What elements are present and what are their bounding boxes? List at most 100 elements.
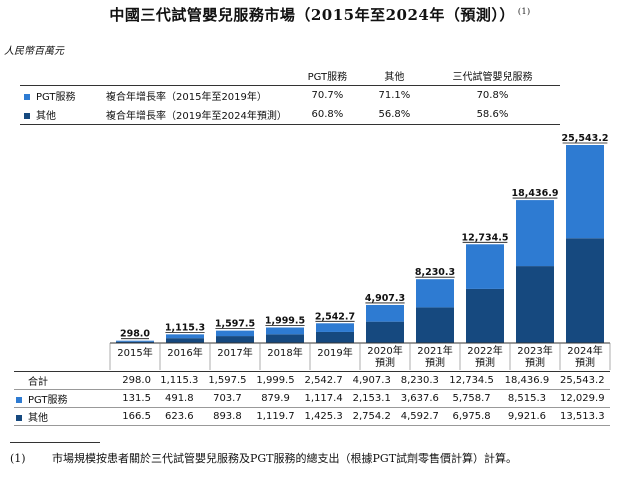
legend-item-pgt: PGT服務 xyxy=(20,86,102,106)
cagr-header-other: 其他 xyxy=(363,66,425,86)
legend-swatch-pgt xyxy=(24,94,30,100)
bar-segment-pgt xyxy=(216,330,254,337)
data-table: 合計 298.0 1,115.3 1,597.5 1,999.5 2,542.7 4,907… xyxy=(14,371,610,426)
x-tick-label: 2016年 xyxy=(167,346,202,359)
bar-total-label: 1,999.5 xyxy=(265,315,305,326)
table-cell: 12,029.9 xyxy=(554,389,610,408)
legend-item-other: 其他 xyxy=(20,105,102,125)
table-cell: 6,975.8 xyxy=(443,407,500,426)
bar-segment-other xyxy=(566,238,604,343)
legend-swatch-pgt xyxy=(16,397,22,403)
bar-segment-other xyxy=(266,334,304,343)
table-cell: 1,117.4 xyxy=(299,389,348,408)
table-cell: 166.5 xyxy=(118,407,156,426)
legend-swatch-other xyxy=(16,415,22,421)
bar-segment-other xyxy=(166,338,204,343)
table-cell: 3,637.6 xyxy=(395,389,444,408)
cagr-row: PGT服務 複合年增長率（2015年至2019年） 70.7% 71.1% 70… xyxy=(20,86,560,106)
table-cell: 9,921.6 xyxy=(499,407,555,426)
table-cell: 8,515.3 xyxy=(499,389,555,408)
bar-total-label: 1,597.5 xyxy=(215,319,255,330)
bar-total-label: 8,230.3 xyxy=(415,267,455,278)
bar-segment-other xyxy=(416,307,454,343)
x-tick-label: 2017年 xyxy=(217,346,252,359)
table-row: 合計 298.0 1,115.3 1,597.5 1,999.5 2,542.7 4,907… xyxy=(14,371,610,390)
bar-total-label: 25,543.2 xyxy=(562,133,609,144)
cagr-value: 70.7% xyxy=(311,90,344,101)
table-cell: 2,542.7 xyxy=(299,371,348,390)
table-cell: 1,115.3 xyxy=(155,371,204,390)
x-tick-label: 2024年 xyxy=(567,344,602,357)
legend-label-other: 其他 xyxy=(36,111,56,122)
bar-segment-other xyxy=(116,341,154,343)
bar-segment-pgt xyxy=(466,244,504,289)
bar-total-label: 2,542.7 xyxy=(315,311,355,322)
table-cell: 1,999.5 xyxy=(251,371,300,390)
bar-segment-other xyxy=(216,336,254,343)
cagr-value: 70.8% xyxy=(476,90,509,101)
table-row: 其他 166.5 623.6 893.8 1,119.7 1,425.3 2,754.2 4,… xyxy=(14,407,610,426)
bar-total-label: 12,734.5 xyxy=(462,232,509,243)
table-cell: 623.6 xyxy=(155,407,204,426)
table-row-label: PGT服務 xyxy=(14,389,118,408)
table-cell: 893.8 xyxy=(203,407,252,426)
table-cell: 25,543.2 xyxy=(554,371,610,390)
bar-segment-other xyxy=(366,321,404,343)
footnote-divider xyxy=(10,442,100,443)
cagr-header-blank xyxy=(102,66,291,86)
table-cell: 18,436.9 xyxy=(499,371,555,390)
table-row-label: 其他 xyxy=(14,407,118,426)
x-tick-label: 預測 xyxy=(425,356,445,369)
x-tick-label: 2015年 xyxy=(117,346,152,359)
bar-segment-other xyxy=(466,288,504,343)
x-tick-label: 預測 xyxy=(525,356,545,369)
legend-label-pgt: PGT服務 xyxy=(36,92,76,103)
table-cell: 1,425.3 xyxy=(299,407,348,426)
cagr-header-total: 三代試管嬰兒服務 xyxy=(424,66,560,86)
table-cell: 1,119.7 xyxy=(251,407,300,426)
bar-segment-pgt xyxy=(116,340,154,342)
cagr-label: 複合年增長率（2015年至2019年） xyxy=(106,92,267,103)
x-tick-label: 2019年 xyxy=(317,346,352,359)
table-cell: 5,758.7 xyxy=(443,389,500,408)
table-cell: 298.0 xyxy=(118,371,156,390)
cagr-header-pgt: PGT服務 xyxy=(290,66,364,86)
cagr-value: 56.8% xyxy=(363,105,425,125)
bar-segment-pgt xyxy=(416,279,454,308)
table-row: PGT服務 131.5 491.8 703.7 879.9 1,117.4 2,153.1 3… xyxy=(14,389,610,408)
footnote: (1) 市場規模按患者關於三代試管嬰兒服務及PGT服務的總支出（根據PGT試劑零… xyxy=(10,450,630,468)
bar-segment-pgt xyxy=(316,323,354,332)
cagr-header-blank xyxy=(20,66,102,86)
table-cell: 4,592.7 xyxy=(395,407,444,426)
table-row-label: 合計 xyxy=(14,371,118,390)
bar-segment-other xyxy=(516,266,554,343)
x-tick-label: 2021年 xyxy=(417,344,452,357)
x-tick-label: 2023年 xyxy=(517,344,552,357)
table-cell: 131.5 xyxy=(118,389,156,408)
x-tick-label: 2020年 xyxy=(367,344,402,357)
table-cell: 703.7 xyxy=(203,389,252,408)
bar-total-label: 18,436.9 xyxy=(512,188,559,199)
x-tick-label: 預測 xyxy=(575,356,595,369)
bar-total-label: 1,115.3 xyxy=(165,322,205,333)
cagr-value: 60.8% xyxy=(290,105,364,125)
chart-title: 中國三代試管嬰兒服務市場（2015年至2024年（預測）） (1) xyxy=(0,4,640,25)
table-cell: 2,754.2 xyxy=(347,407,396,426)
cagr-label: 複合年增長率（2019年至2024年預測） xyxy=(102,105,291,125)
cagr-row: 其他 複合年增長率（2019年至2024年預測） 60.8% 56.8% 58.… xyxy=(20,105,560,125)
table-cell: 4,907.3 xyxy=(347,371,396,390)
table-cell: 2,153.1 xyxy=(347,389,396,408)
x-tick-label: 預測 xyxy=(375,356,395,369)
stacked-bar-chart: 298.0 1,115.3 1,597.5 1,999.5 2,542.7 4,907.3… xyxy=(109,133,611,370)
footnote-text: 市場規模按患者關於三代試管嬰兒服務及PGT服務的總支出（根據PGT試劑零售價計算… xyxy=(52,452,518,465)
cagr-header-row: PGT服務 其他 三代試管嬰兒服務 xyxy=(20,66,560,86)
title-footnote-ref: (1) xyxy=(517,7,531,16)
bar-segment-pgt xyxy=(366,304,404,322)
bar-segment-other xyxy=(316,331,354,343)
bar-segment-pgt xyxy=(166,334,204,339)
table-cell: 491.8 xyxy=(155,389,204,408)
cagr-table: PGT服務 其他 三代試管嬰兒服務 PGT服務 複合年增長率（2015年至201… xyxy=(20,66,560,125)
unit-label: 人民幣百萬元 xyxy=(4,46,64,57)
x-tick-label: 2022年 xyxy=(467,344,502,357)
bar-total-label: 298.0 xyxy=(120,329,150,340)
